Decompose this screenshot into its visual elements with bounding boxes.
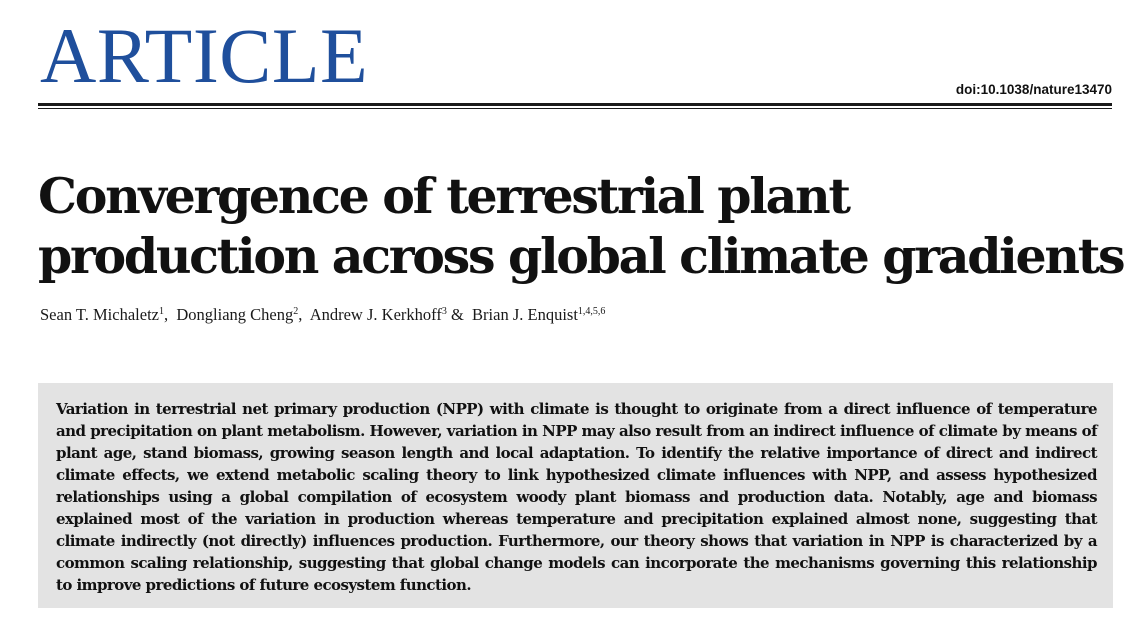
author-list: Sean T. Michaletz1, Dongliang Cheng2, An… — [40, 305, 605, 325]
author-name: Andrew J. Kerkhoff — [309, 305, 442, 324]
author-separator: , — [298, 305, 307, 324]
section-label: ARTICLE — [40, 12, 369, 99]
author-affiliation: 1 — [158, 306, 164, 317]
header-rule-thick — [38, 103, 1112, 106]
author-name: Sean T. Michaletz — [40, 305, 159, 324]
author-separator: , — [163, 305, 173, 324]
article-title: Convergence of terrestrial plant product… — [38, 167, 1126, 285]
author-name: Dongliang Cheng — [176, 305, 294, 324]
author-affiliation: 1,4,5,6 — [577, 306, 606, 317]
author-affiliation: 2 — [293, 306, 299, 317]
author-affiliation: 3 — [441, 306, 447, 317]
page-header: ARTICLE doi:10.1038/nature13470 — [38, 14, 1112, 106]
author-separator: & — [446, 305, 468, 324]
abstract-text: Variation in terrestrial net primary pro… — [56, 400, 1098, 594]
author-name: Brian J. Enquist — [472, 305, 578, 324]
doi-label: doi:10.1038/nature13470 — [955, 82, 1112, 97]
header-rule-thin — [38, 108, 1112, 109]
abstract-box: Variation in terrestrial net primary pro… — [38, 383, 1113, 608]
